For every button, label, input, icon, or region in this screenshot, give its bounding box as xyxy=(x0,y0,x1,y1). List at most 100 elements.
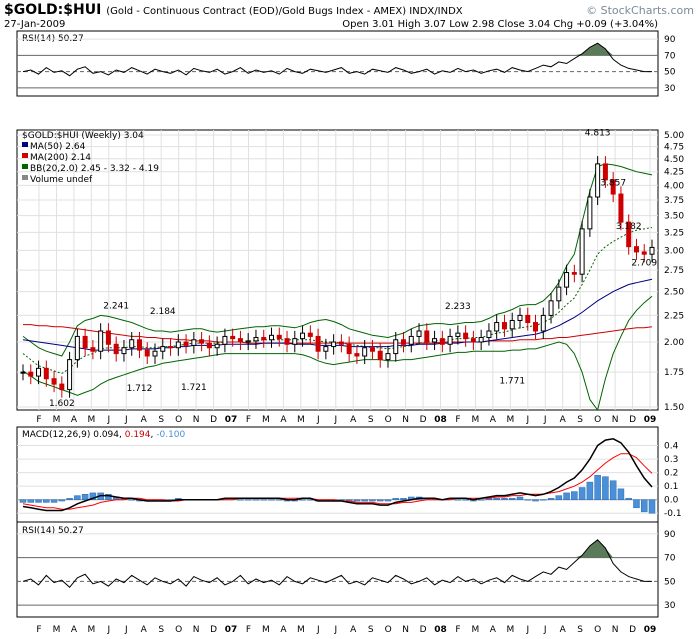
chart-subtitle: (Gold - Continuous Contract (EOD)/Gold B… xyxy=(106,6,463,17)
macd-histogram-bar xyxy=(532,499,539,502)
macd-histogram-bar xyxy=(594,475,601,500)
candle-body xyxy=(354,353,360,357)
candle-body xyxy=(478,337,484,343)
candle-body xyxy=(486,330,492,339)
x-tick-label: J xyxy=(333,625,337,635)
price-ytick: 5.00 xyxy=(664,131,684,141)
macd-histogram-bar xyxy=(237,499,244,501)
candle-body xyxy=(401,339,407,345)
x-axis-main: F M A M J J A S O N D 07 F M A M J J A S O N D 08 F M A M J J A S O N D 09 xyxy=(36,415,656,425)
x-tick-label: J xyxy=(124,625,128,635)
candle-body xyxy=(300,332,306,340)
x-tick-label: M xyxy=(506,625,514,635)
price-ytick: 2.75 xyxy=(664,266,684,276)
candle-body xyxy=(602,163,608,181)
x-tick-label: M xyxy=(506,415,514,425)
macd-histogram-bar xyxy=(27,499,35,503)
x-tick-label: J xyxy=(525,625,529,635)
ma200-legend-swatch xyxy=(22,153,28,158)
macd-histogram-bar xyxy=(361,499,368,502)
price-annotation: 1.771 xyxy=(499,376,525,386)
rsi-top-line xyxy=(22,42,652,77)
ma50-label: MA(50) 2.64 xyxy=(30,142,86,152)
macd-ytick: 0.4 xyxy=(664,442,679,452)
macd-histogram-bar xyxy=(454,499,462,501)
candle-body xyxy=(183,341,189,346)
macd-histogram-bar xyxy=(524,499,532,501)
volume-legend-swatch xyxy=(22,175,28,180)
macd-histogram-bar xyxy=(19,499,27,503)
x-tick-label: A xyxy=(71,625,78,635)
macd-histogram-bar xyxy=(252,499,260,501)
macd-histogram-bar xyxy=(338,499,345,501)
price-annotation: 3.857 xyxy=(600,179,626,189)
x-tick-label: F xyxy=(246,415,251,425)
price-ytick: 2.00 xyxy=(664,338,684,348)
candle-body xyxy=(168,346,174,349)
candle-body xyxy=(230,335,236,340)
price-ytick: 3.75 xyxy=(664,196,684,206)
x-tick-label: A xyxy=(280,415,287,425)
macd-histogram-bar xyxy=(563,492,570,500)
candle-body xyxy=(447,335,453,345)
macd-ytick: 0.0 xyxy=(664,496,679,506)
price-annotation: 2.233 xyxy=(445,302,471,312)
macd-histogram-bar xyxy=(35,499,42,503)
rsi-top-ytick: 30 xyxy=(664,84,676,94)
candle-body xyxy=(439,338,445,345)
candle-body xyxy=(160,346,166,352)
candle-body xyxy=(517,314,523,321)
price-annotation: 4.813 xyxy=(585,129,611,139)
candle-body xyxy=(610,179,616,195)
macd-histogram-bar xyxy=(609,480,617,500)
x-tick-label: A xyxy=(560,415,567,425)
macd-histogram-bar xyxy=(516,496,524,500)
macd-ytick: 0.3 xyxy=(664,455,678,465)
macd-histogram-bar xyxy=(555,495,563,500)
main-label: $GOLD:$HUI (Weekly) 3.04 xyxy=(22,131,144,141)
macd-histogram-bar xyxy=(384,499,392,502)
candle-body xyxy=(416,330,422,337)
x-tick-label: M xyxy=(87,415,95,425)
chart-date: 27-Jan-2009 xyxy=(4,19,66,30)
x-tick-label: D xyxy=(420,625,427,635)
candle-body xyxy=(618,193,624,223)
x-tick-label: F xyxy=(455,625,460,635)
x-tick-label: J xyxy=(543,625,547,635)
price-annotation: 1.602 xyxy=(49,399,75,409)
candle-body xyxy=(579,228,585,275)
candle-body xyxy=(424,330,430,343)
rsi-top-frame xyxy=(16,30,659,97)
x-tick-label: A xyxy=(490,415,497,425)
macd-histogram-bar xyxy=(353,499,361,502)
candle-body xyxy=(385,353,391,361)
rsi-bottom-label: RSI(14) 50.27 xyxy=(22,526,84,536)
x-tick-label: J xyxy=(124,415,128,425)
rsi-bottom-ytick: 70 xyxy=(664,554,676,564)
ma200-line xyxy=(23,324,653,344)
x-tick-label: M xyxy=(472,415,480,425)
x-tick-label: J xyxy=(316,415,320,425)
candle-body xyxy=(338,341,344,345)
candle-body xyxy=(432,338,438,343)
x-tick-label: A xyxy=(280,625,287,635)
price-ytick: 1.50 xyxy=(664,403,684,413)
chart-title: $GOLD:$HUI (Gold - Continuous Contract (… xyxy=(4,2,463,18)
candle-body xyxy=(59,383,65,391)
x-tick-label: 08 xyxy=(434,625,447,635)
x-tick-label: A xyxy=(350,625,357,635)
x-tick-label: O xyxy=(385,415,392,425)
x-tick-label: 07 xyxy=(225,625,238,635)
x-tick-label: O xyxy=(594,415,601,425)
candle-body xyxy=(408,335,414,345)
price-panel: 5.00 4.75 4.50 4.25 4.00 3.75 3.50 3.25 3.00 2.75… xyxy=(16,129,684,413)
volume-label: Volume undef xyxy=(30,175,93,185)
candle-body xyxy=(152,350,158,357)
price-ytick: 3.50 xyxy=(664,212,684,222)
macd-histogram-bar xyxy=(540,499,547,501)
candle-body xyxy=(67,359,73,391)
macd-histogram-bar xyxy=(260,499,267,501)
candle-body xyxy=(641,251,647,255)
x-tick-label: S xyxy=(368,415,374,425)
